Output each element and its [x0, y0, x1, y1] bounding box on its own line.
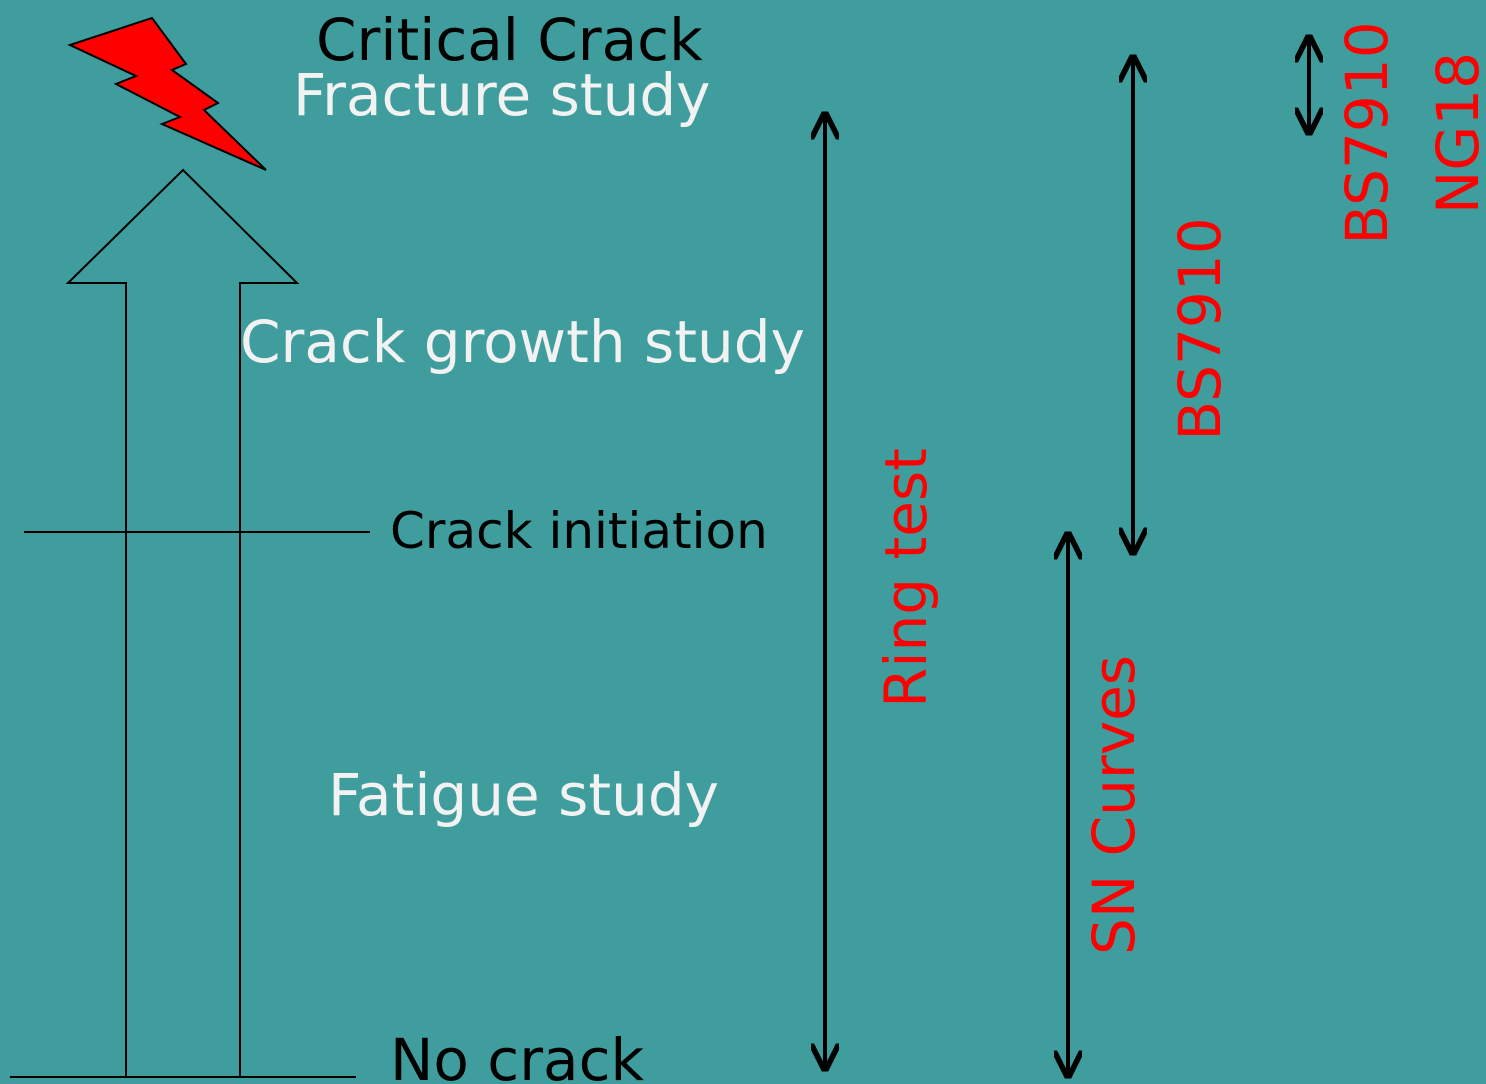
range-arrows: [825, 40, 1309, 1073]
method-ng18: NG18: [1424, 52, 1486, 214]
stage-growth: Crack growth study: [240, 308, 805, 376]
stage-initiation: Crack initiation: [390, 502, 768, 560]
progress-arrow: [65, 168, 300, 1078]
stage-fatigue: Fatigue study: [328, 761, 719, 829]
method-bs-growth: BS7910: [1166, 217, 1234, 440]
lightning: [67, 16, 267, 171]
stage-fracture: Fracture study: [293, 61, 710, 129]
stage-critical: Critical Crack: [316, 6, 703, 74]
stage-none: No crack: [390, 1026, 644, 1084]
method-sn: SN Curves: [1080, 655, 1148, 955]
method-ring: Ring test: [872, 448, 940, 708]
method-bs-fracture: BS7910: [1333, 21, 1401, 244]
